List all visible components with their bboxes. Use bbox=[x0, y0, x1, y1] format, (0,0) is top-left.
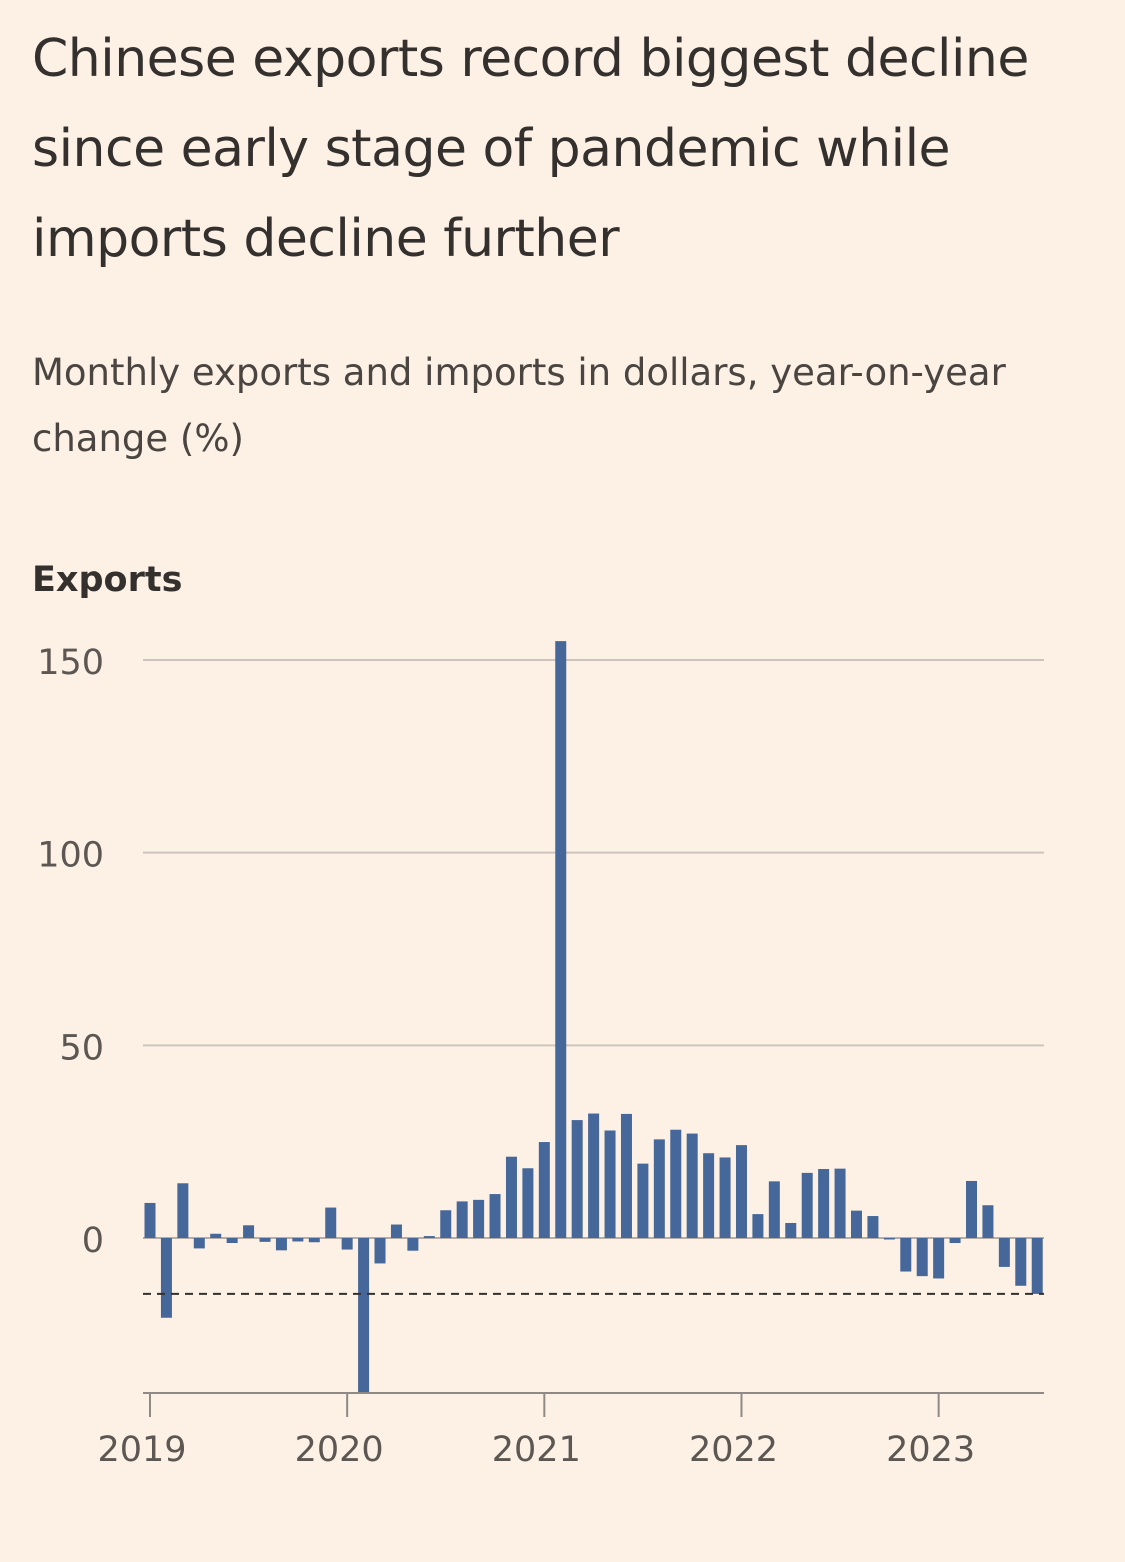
bar-2019-11 bbox=[308, 1238, 320, 1243]
bar-2020-12 bbox=[522, 1168, 534, 1238]
y-tick-label-150: 150 bbox=[37, 643, 104, 683]
bar-2019-06 bbox=[226, 1238, 238, 1244]
y-tick-label-100: 100 bbox=[37, 836, 104, 876]
bar-2020-03 bbox=[374, 1238, 386, 1264]
bar-2021-09 bbox=[670, 1129, 682, 1238]
bar-2019-04 bbox=[193, 1238, 205, 1249]
bar-2020-02 bbox=[358, 1238, 370, 1393]
bar-2022-05 bbox=[801, 1172, 813, 1238]
bar-2021-05 bbox=[604, 1130, 616, 1238]
bars bbox=[144, 641, 1043, 1393]
bar-2021-10 bbox=[686, 1133, 698, 1238]
chart-title: Chinese exports record biggest decline s… bbox=[32, 29, 1029, 269]
bar-2021-02 bbox=[555, 641, 567, 1238]
bar-2021-04 bbox=[588, 1113, 600, 1238]
bar-2020-06 bbox=[423, 1236, 435, 1238]
bar-2023-04 bbox=[982, 1205, 994, 1238]
bar-2023-06 bbox=[1015, 1238, 1027, 1286]
x-tick-label-2023: 2023 bbox=[886, 1430, 975, 1470]
bar-2022-10 bbox=[883, 1238, 895, 1240]
bar-2020-10 bbox=[489, 1194, 501, 1238]
bar-2020-01 bbox=[341, 1238, 353, 1250]
y-axis-labels: 150 100 50 0 bbox=[37, 643, 104, 1261]
bar-2021-03 bbox=[571, 1120, 583, 1238]
bar-2020-04 bbox=[390, 1224, 402, 1238]
y-tick-label-0: 0 bbox=[82, 1221, 104, 1261]
bar-2019-10 bbox=[292, 1238, 304, 1242]
bar-2022-01 bbox=[735, 1145, 747, 1238]
chart-subtitle: Monthly exports and imports in dollars, … bbox=[32, 351, 1006, 460]
bar-2019-01 bbox=[144, 1202, 156, 1238]
bar-2022-02 bbox=[752, 1214, 764, 1238]
x-tick-label-2020: 2020 bbox=[295, 1430, 384, 1470]
bar-2023-02 bbox=[949, 1238, 961, 1244]
bar-2022-12 bbox=[916, 1238, 928, 1277]
bar-2021-11 bbox=[703, 1153, 715, 1238]
bar-2022-03 bbox=[768, 1181, 780, 1238]
bar-2022-06 bbox=[818, 1169, 830, 1238]
bar-2019-03 bbox=[177, 1183, 189, 1238]
bar-2019-05 bbox=[210, 1233, 222, 1238]
bar-2021-06 bbox=[620, 1113, 632, 1238]
bar-2021-08 bbox=[653, 1139, 665, 1238]
bar-2020-09 bbox=[473, 1199, 485, 1238]
bar-2022-04 bbox=[785, 1222, 797, 1238]
bar-2021-01 bbox=[538, 1142, 550, 1238]
bar-2020-05 bbox=[407, 1238, 419, 1251]
x-tick-label-2019: 2019 bbox=[97, 1430, 186, 1470]
bar-2019-07 bbox=[243, 1225, 255, 1238]
bar-2019-12 bbox=[325, 1207, 337, 1238]
panel-label-exports: Exports bbox=[32, 560, 183, 600]
bar-2022-08 bbox=[850, 1210, 862, 1238]
bar-2023-01 bbox=[933, 1238, 945, 1279]
bar-2019-09 bbox=[275, 1238, 287, 1251]
bar-2022-09 bbox=[867, 1216, 879, 1238]
bar-2021-07 bbox=[637, 1163, 649, 1238]
bar-2023-05 bbox=[998, 1238, 1010, 1267]
x-tick-label-2022: 2022 bbox=[689, 1430, 778, 1470]
bar-2020-08 bbox=[456, 1201, 468, 1238]
bar-2021-12 bbox=[719, 1157, 731, 1238]
bar-2022-07 bbox=[834, 1168, 846, 1238]
y-tick-label-50: 50 bbox=[59, 1028, 104, 1068]
bar-2023-07 bbox=[1031, 1238, 1043, 1294]
bar-2020-11 bbox=[505, 1156, 517, 1238]
bar-2023-03 bbox=[966, 1180, 977, 1238]
x-tick-label-2021: 2021 bbox=[492, 1430, 581, 1470]
bar-2022-11 bbox=[900, 1238, 912, 1272]
bar-2020-07 bbox=[440, 1210, 452, 1238]
x-axis: 2019 2020 2021 2022 2023 bbox=[97, 1392, 1044, 1470]
bar-2019-08 bbox=[259, 1238, 271, 1242]
bar-2019-02 bbox=[160, 1238, 172, 1318]
